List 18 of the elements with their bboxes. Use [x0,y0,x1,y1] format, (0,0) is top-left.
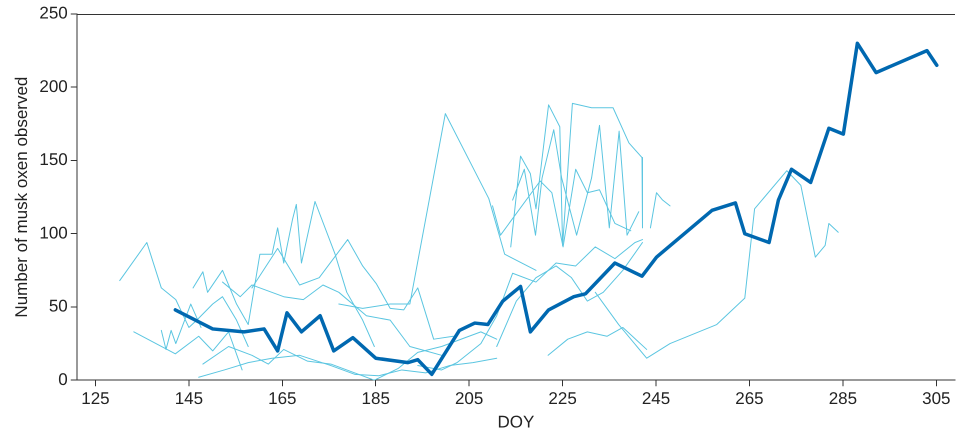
x-tick-label: 305 [922,389,950,408]
y-tick-label: 200 [39,76,68,96]
x-tick-label: 165 [268,389,296,408]
y-tick-label: 0 [58,370,68,389]
x-tick-label: 145 [174,389,204,408]
x-tick-label: 225 [548,389,577,408]
x-tick-label: 125 [81,389,110,408]
y-tick-label: 150 [39,150,68,170]
x-tick-label: 205 [454,389,484,408]
x-tick-label: 285 [828,389,858,408]
x-tick-label: 265 [735,389,764,408]
y-tick-label: 50 [48,296,68,316]
x-axis-title: DOY [497,412,534,432]
y-axis-title: Number of musk oxen observed [12,76,31,318]
x-tick-label: 245 [642,389,670,408]
x-tick-label: 185 [362,389,390,408]
y-tick-label: 100 [39,223,68,242]
y-tick-label: 250 [39,4,68,23]
